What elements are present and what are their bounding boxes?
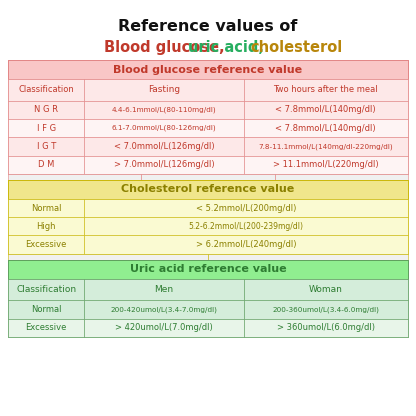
Text: Blood glucose reference value: Blood glucose reference value — [114, 64, 302, 75]
Text: 7.8-11.1mmol/L(140mg/dl-220mg/dl): 7.8-11.1mmol/L(140mg/dl-220mg/dl) — [258, 143, 393, 150]
Text: 200-420umol/L(3.4-7.0mg/dl): 200-420umol/L(3.4-7.0mg/dl) — [111, 306, 218, 313]
Bar — [84, 300, 244, 319]
Bar — [84, 235, 408, 254]
Text: Woman: Woman — [309, 285, 343, 294]
Text: I G T: I G T — [37, 142, 56, 151]
Text: Normal: Normal — [31, 203, 62, 213]
Bar — [84, 156, 244, 174]
Text: > 360umol/L(6.0mg/dl): > 360umol/L(6.0mg/dl) — [277, 323, 375, 332]
Text: D M: D M — [38, 160, 54, 169]
Bar — [244, 300, 408, 319]
Text: 5.2-6.2mmol/L(200-239mg/dl): 5.2-6.2mmol/L(200-239mg/dl) — [188, 222, 303, 231]
Text: Men: Men — [154, 285, 173, 294]
Text: 4.4-6.1mmol/L(80-110mg/dl): 4.4-6.1mmol/L(80-110mg/dl) — [112, 106, 216, 113]
Bar — [244, 101, 408, 119]
Bar — [8, 156, 84, 174]
Text: Blood glucose,: Blood glucose, — [104, 40, 230, 54]
Text: I F G: I F G — [37, 124, 56, 133]
Text: > 420umol/L(7.0mg/dl): > 420umol/L(7.0mg/dl) — [115, 323, 213, 332]
Text: 200-360umol/L(3.4-6.0mg/dl): 200-360umol/L(3.4-6.0mg/dl) — [272, 306, 379, 313]
Bar — [8, 260, 408, 337]
Bar — [8, 199, 84, 217]
Text: Excessive: Excessive — [25, 240, 67, 249]
Text: > 6.2mmol/L(240mg/dl): > 6.2mmol/L(240mg/dl) — [196, 240, 296, 249]
Text: Classification: Classification — [18, 85, 74, 94]
Bar — [8, 79, 84, 101]
Bar — [8, 180, 408, 254]
Bar — [84, 137, 244, 156]
Text: N G R: N G R — [34, 105, 58, 114]
Text: > 7.0mmol/L(126mg/dl): > 7.0mmol/L(126mg/dl) — [114, 160, 214, 169]
Text: Normal: Normal — [31, 305, 62, 314]
Text: Cholesterol reference value: Cholesterol reference value — [121, 184, 295, 195]
Bar — [8, 180, 408, 199]
Bar — [8, 60, 408, 174]
Bar — [84, 217, 408, 235]
Bar — [275, 174, 408, 180]
Text: < 7.0mmol/L(126mg/dl): < 7.0mmol/L(126mg/dl) — [114, 142, 214, 151]
Text: > 11.1mmol/L(220mg/dl): > 11.1mmol/L(220mg/dl) — [273, 160, 379, 169]
Bar — [244, 319, 408, 337]
Bar — [8, 235, 84, 254]
Bar — [8, 174, 141, 180]
Bar — [244, 137, 408, 156]
Bar — [8, 137, 84, 156]
Bar — [84, 199, 408, 217]
Bar — [8, 300, 84, 319]
Text: Classification: Classification — [16, 285, 76, 294]
Bar — [84, 101, 244, 119]
Bar — [141, 174, 275, 180]
Bar — [244, 79, 408, 101]
Bar — [8, 254, 208, 260]
Text: 6.1-7.0mmol/L(80-126mg/dl): 6.1-7.0mmol/L(80-126mg/dl) — [112, 125, 216, 131]
Text: Reference values of: Reference values of — [118, 19, 298, 34]
Text: uric acid,: uric acid, — [188, 40, 270, 54]
Text: < 7.8mmol/L(140mg/dl): < 7.8mmol/L(140mg/dl) — [275, 124, 376, 133]
Bar — [244, 156, 408, 174]
Bar — [244, 279, 408, 300]
Bar — [84, 279, 244, 300]
Bar — [84, 119, 244, 137]
Text: Excessive: Excessive — [25, 323, 67, 332]
Text: cholesterol: cholesterol — [250, 40, 342, 54]
Bar — [84, 79, 244, 101]
Bar — [8, 119, 84, 137]
Text: Two hours after the meal: Two hours after the meal — [273, 85, 378, 94]
Bar — [8, 279, 84, 300]
Bar — [8, 101, 84, 119]
Bar — [8, 60, 408, 79]
Bar — [244, 119, 408, 137]
Text: Fasting: Fasting — [148, 85, 180, 94]
Text: Uric acid reference value: Uric acid reference value — [130, 264, 286, 275]
Bar — [84, 319, 244, 337]
Text: < 7.8mmol/L(140mg/dl): < 7.8mmol/L(140mg/dl) — [275, 105, 376, 114]
Bar — [8, 260, 408, 279]
Bar — [8, 319, 84, 337]
Bar — [8, 217, 84, 235]
Text: High: High — [37, 222, 56, 231]
Bar — [208, 254, 408, 260]
Text: < 5.2mmol/L(200mg/dl): < 5.2mmol/L(200mg/dl) — [196, 203, 296, 213]
